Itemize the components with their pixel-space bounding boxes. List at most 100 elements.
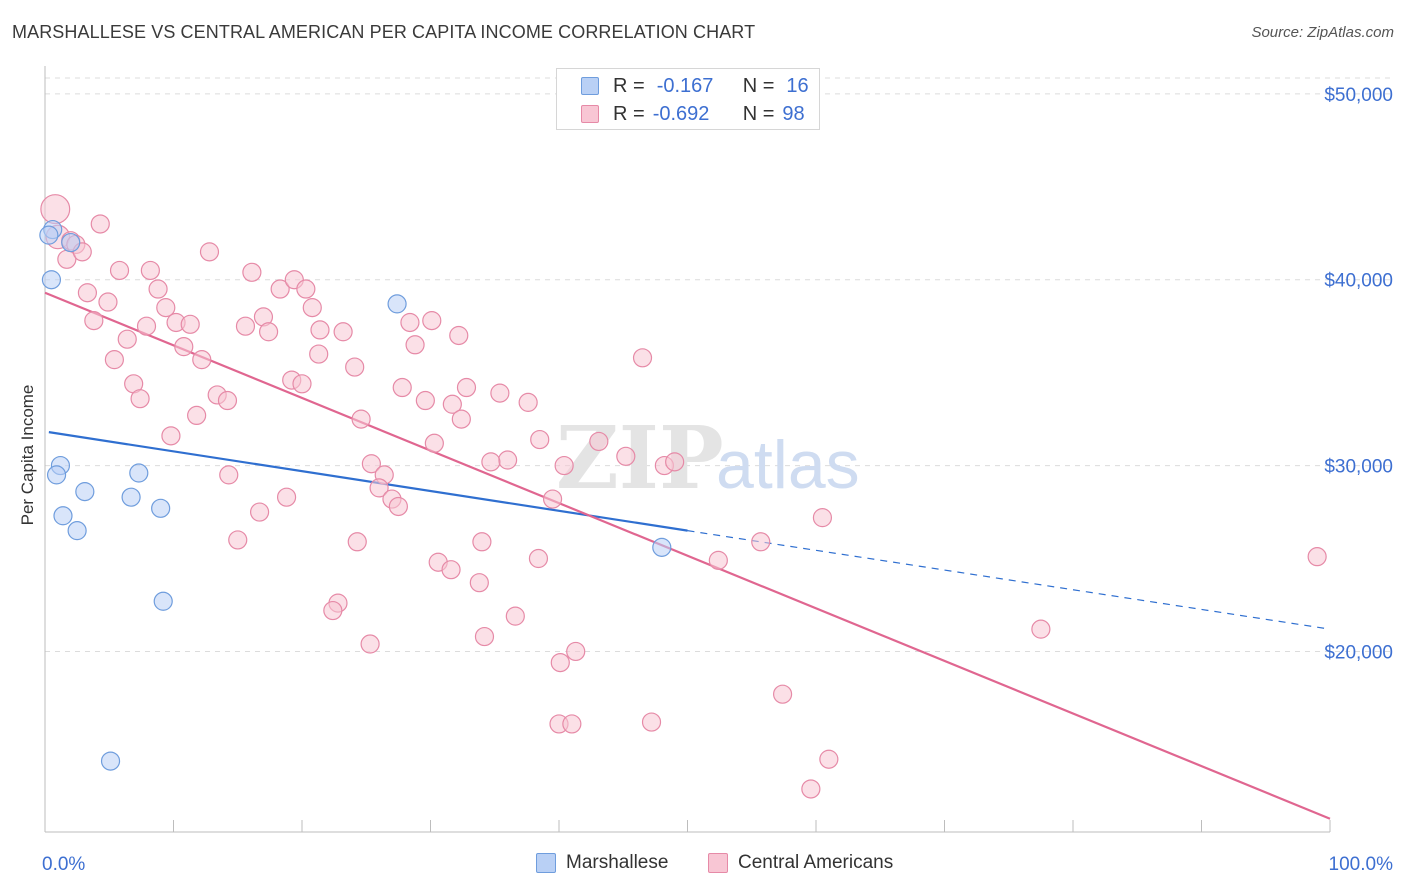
point-central-americans bbox=[130, 389, 150, 409]
point-central-americans bbox=[566, 641, 586, 662]
point-central-americans bbox=[136, 316, 157, 336]
x-tick-label: 0.0% bbox=[42, 854, 85, 875]
point-central-americans bbox=[333, 322, 353, 342]
point-central-americans bbox=[148, 279, 168, 299]
legend-label: Central Americans bbox=[738, 852, 894, 873]
point-marshallese bbox=[41, 270, 62, 290]
point-central-americans bbox=[217, 390, 238, 411]
point-central-americans bbox=[187, 405, 207, 426]
point-marshallese bbox=[100, 751, 121, 771]
point-central-americans bbox=[1031, 619, 1051, 639]
point-marshallese bbox=[75, 482, 95, 502]
point-central-americans bbox=[400, 312, 420, 333]
legend-row-marshallese: R = -0.167 N = 16 bbox=[557, 72, 809, 100]
trend-lines bbox=[44, 291, 1331, 820]
point-central-americans bbox=[518, 392, 538, 412]
y-tick-label: $30,000 bbox=[1324, 457, 1393, 478]
point-central-americans bbox=[424, 433, 444, 453]
point-central-americans bbox=[98, 292, 118, 312]
point-central-americans bbox=[292, 374, 312, 394]
legend-row-central-americans: R = -0.692 N = 98 bbox=[557, 100, 805, 128]
point-central-americans bbox=[161, 426, 181, 446]
point-central-americans bbox=[249, 502, 270, 522]
point-central-americans bbox=[174, 337, 194, 357]
legend-r-label: R = bbox=[613, 74, 645, 97]
point-central-americans bbox=[360, 634, 380, 654]
point-central-americans bbox=[641, 712, 662, 732]
point-central-americans bbox=[258, 322, 279, 342]
point-central-americans bbox=[562, 714, 582, 734]
legend-n-label: N = bbox=[742, 102, 775, 125]
point-central-americans bbox=[392, 377, 412, 398]
legend-label: Marshallese bbox=[566, 852, 669, 873]
point-central-americans bbox=[302, 298, 322, 318]
trend-line-marshallese-extension bbox=[687, 530, 1331, 630]
legend-swatch-blue bbox=[581, 77, 599, 95]
point-central-americans bbox=[441, 560, 461, 580]
point-central-americans bbox=[456, 377, 477, 398]
point-marshallese bbox=[153, 591, 173, 611]
point-central-americans bbox=[505, 606, 525, 626]
point-central-americans bbox=[616, 446, 636, 466]
point-central-americans bbox=[180, 314, 200, 334]
point-central-americans bbox=[192, 350, 212, 370]
legend-r-value: -0.692 bbox=[652, 102, 710, 125]
point-central-americans bbox=[542, 489, 563, 509]
point-central-americans bbox=[469, 573, 489, 593]
tick-labels: $20,000 $30,000 $40,000 $50,000 0.0% 100.0% bbox=[42, 85, 1393, 875]
point-central-americans bbox=[474, 626, 495, 647]
y-tick-label: $40,000 bbox=[1324, 271, 1393, 292]
point-central-americans bbox=[442, 394, 462, 414]
point-central-americans bbox=[550, 652, 570, 673]
point-central-americans bbox=[405, 335, 425, 355]
correlation-legend: R = -0.167 N = 16 R = -0.692 N = 98 bbox=[556, 68, 820, 130]
point-central-americans bbox=[219, 465, 239, 485]
legend-swatch-blue bbox=[536, 853, 556, 873]
point-central-americans bbox=[345, 357, 365, 377]
point-marshallese bbox=[387, 294, 407, 314]
point-marshallese bbox=[652, 537, 672, 557]
legend-n-value: 98 bbox=[782, 102, 805, 125]
watermark-atlas: atlas bbox=[716, 427, 860, 503]
legend-swatch-pink bbox=[708, 853, 728, 873]
point-central-americans bbox=[481, 452, 501, 472]
series-legend: Marshallese Central Americans bbox=[0, 852, 1406, 878]
point-central-americans bbox=[451, 409, 471, 429]
point-central-americans bbox=[156, 298, 176, 318]
y-tick-label: $20,000 bbox=[1324, 642, 1393, 663]
watermark-zip: ZIP bbox=[556, 408, 724, 509]
point-marshallese bbox=[53, 506, 73, 526]
legend-r-value: -0.167 bbox=[656, 74, 714, 97]
point-central-americans bbox=[323, 600, 343, 621]
watermark: ZIP atlas bbox=[556, 408, 860, 509]
trend-line-marshallese bbox=[48, 431, 688, 532]
point-central-americans bbox=[276, 487, 297, 507]
legend-item-central-americans[interactable]: Central Americans bbox=[708, 852, 893, 874]
legend-swatch-pink bbox=[581, 105, 599, 123]
point-central-americans bbox=[819, 749, 839, 769]
x-tick-label: 100.0% bbox=[1329, 854, 1394, 875]
point-central-americans bbox=[528, 548, 549, 569]
point-central-americans bbox=[801, 779, 821, 799]
point-central-americans bbox=[361, 454, 381, 474]
point-central-americans bbox=[708, 550, 728, 570]
point-marshallese bbox=[39, 225, 59, 245]
point-central-americans bbox=[40, 194, 71, 225]
point-central-americans bbox=[242, 262, 262, 282]
point-central-americans bbox=[490, 383, 510, 403]
point-central-americans bbox=[1307, 547, 1327, 567]
data-points bbox=[39, 194, 1327, 799]
point-marshallese bbox=[129, 463, 149, 483]
point-central-americans bbox=[310, 320, 330, 340]
legend-n-value: 16 bbox=[786, 74, 809, 97]
point-central-americans bbox=[199, 242, 220, 262]
point-central-americans bbox=[369, 478, 389, 498]
point-central-americans bbox=[665, 452, 685, 472]
point-marshallese bbox=[46, 465, 67, 485]
y-tick-label: $50,000 bbox=[1324, 85, 1393, 106]
point-central-americans bbox=[296, 279, 316, 299]
legend-item-marshallese[interactable]: Marshallese bbox=[536, 852, 668, 874]
point-marshallese bbox=[121, 487, 141, 507]
point-central-americans bbox=[415, 390, 435, 411]
point-central-americans bbox=[751, 532, 771, 552]
